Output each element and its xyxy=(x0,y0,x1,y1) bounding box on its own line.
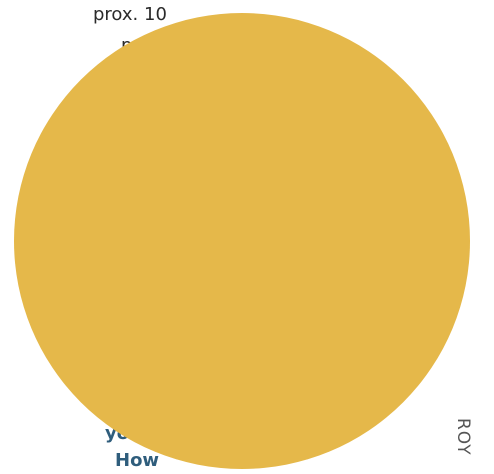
yellow-circle xyxy=(14,13,470,469)
vertical-side-text: ROY xyxy=(453,418,473,456)
fragment-how: How xyxy=(115,450,160,471)
fragment-prox-10: prox. 10 xyxy=(93,4,167,25)
